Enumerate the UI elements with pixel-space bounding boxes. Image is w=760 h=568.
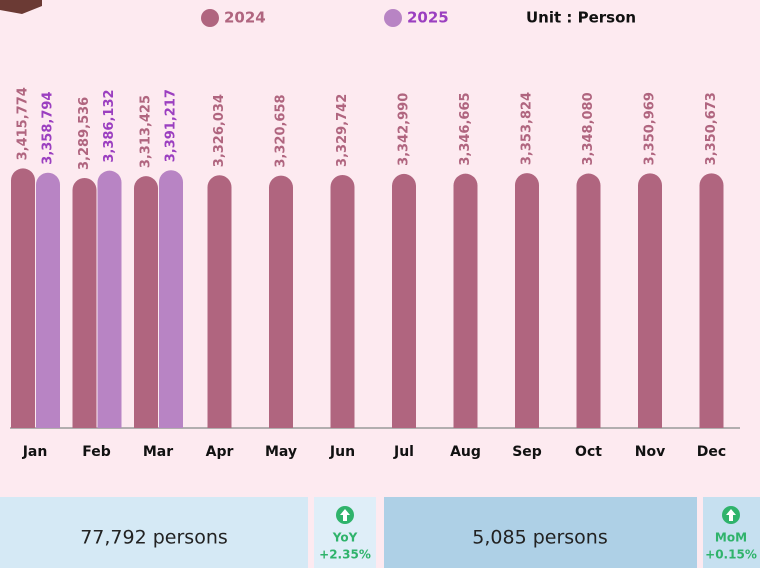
value-label: 3,342,990 (397, 93, 412, 166)
x-tick-label: Apr (206, 444, 234, 460)
bar (134, 176, 158, 428)
value-label: 3,391,217 (164, 89, 179, 162)
value-label: 3,415,774 (16, 87, 31, 160)
value-label: 3,353,824 (520, 92, 535, 165)
x-tick-label: Jul (393, 444, 414, 460)
x-tick-label: May (265, 444, 297, 460)
summary-text: 5,085 persons (472, 527, 607, 549)
legend-swatch (201, 9, 219, 27)
up-arrow (340, 509, 350, 521)
value-label: 3,358,794 (41, 92, 56, 165)
x-tick-label: Jun (329, 444, 355, 460)
bar (453, 173, 478, 428)
x-tick-label: Sep (512, 444, 542, 460)
value-label: 3,348,080 (581, 92, 596, 165)
bar (515, 173, 539, 428)
corner-decoration (0, 0, 42, 14)
value-label: 3,289,536 (77, 97, 92, 170)
legend-swatch (384, 9, 402, 27)
value-label: 3,320,658 (274, 94, 289, 167)
legend-label: 2024 (224, 9, 266, 27)
bar (699, 173, 724, 428)
summary-text: 77,792 persons (80, 527, 228, 549)
legend-label: 2025 (407, 9, 449, 27)
bar (576, 173, 601, 428)
x-tick-label: Oct (575, 444, 602, 460)
bar (392, 173, 416, 428)
badge-label: YoY (332, 531, 358, 545)
bar (159, 170, 183, 428)
x-tick-label: Aug (450, 444, 481, 460)
bar (269, 175, 293, 428)
bar (330, 174, 355, 428)
bar (72, 177, 97, 428)
summary-panel (384, 497, 697, 568)
unit-label: Unit : Person (526, 9, 636, 27)
bar (11, 168, 35, 428)
x-tick-label: Nov (635, 444, 665, 460)
x-tick-label: Feb (82, 444, 111, 460)
value-label: 3,350,673 (704, 92, 719, 165)
bar (36, 172, 60, 428)
bar (207, 175, 232, 428)
value-label: 3,346,665 (458, 92, 473, 165)
value-label: 3,386,132 (102, 89, 117, 162)
bar (97, 170, 122, 428)
x-tick-label: Dec (697, 444, 726, 460)
value-label: 3,350,969 (643, 92, 658, 165)
badge-label: MoM (715, 531, 747, 545)
badge-change: +2.35% (319, 548, 371, 562)
x-tick-label: Jan (22, 444, 48, 460)
x-tick-label: Mar (143, 444, 173, 460)
summary-panel (0, 497, 308, 568)
value-label: 3,326,034 (212, 94, 227, 167)
value-label: 3,329,742 (335, 94, 350, 167)
bar (638, 173, 662, 428)
up-arrow (726, 509, 736, 521)
badge-change: +0.15% (705, 548, 757, 562)
value-label: 3,313,425 (139, 95, 154, 168)
